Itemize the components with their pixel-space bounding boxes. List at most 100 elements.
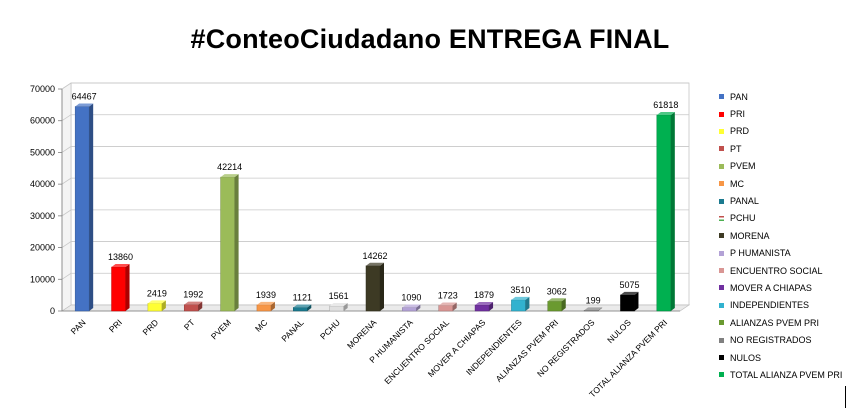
bar-side	[270, 301, 275, 311]
data-label: 3062	[547, 286, 567, 296]
bar	[74, 106, 90, 312]
data-label: 14262	[362, 251, 387, 261]
x-tick-label: PRD	[141, 317, 161, 337]
legend-label: MOVER A CHIAPAS	[730, 282, 812, 293]
data-label: 1992	[183, 290, 203, 300]
legend-item: PVEM	[719, 158, 859, 175]
plot-side-wall	[61, 82, 72, 312]
data-label: 199	[586, 295, 601, 305]
bar-top	[293, 304, 312, 308]
legend-swatch	[719, 250, 724, 256]
bar-side	[234, 174, 239, 311]
x-tick-label: PAN	[69, 317, 88, 336]
bar	[620, 294, 635, 312]
y-tick-label: 10000	[30, 274, 55, 284]
x-tick-label: PT	[182, 317, 197, 332]
legend-label: NULOS	[730, 352, 762, 363]
x-tick-label: PCHU	[318, 317, 342, 341]
bar-side	[380, 262, 384, 311]
legend-item: P HUMANISTA	[719, 245, 859, 262]
bar	[438, 305, 453, 312]
bar-side	[343, 303, 348, 311]
legend-label: PRI	[730, 109, 746, 120]
legend-swatch	[719, 268, 724, 274]
legend-item: TOTAL ALIANZA PVEM PRI	[719, 366, 859, 383]
bar	[147, 303, 163, 312]
chart-title: #ConteoCiudadano ENTREGA FINAL	[190, 24, 670, 54]
bar-top	[366, 262, 384, 266]
data-label: 1939	[256, 290, 276, 300]
bar-side	[670, 111, 675, 311]
bar-top	[584, 307, 603, 311]
legend-swatch	[719, 285, 724, 291]
legend-label: P HUMANISTA	[730, 248, 791, 259]
legend-item: MORENA	[719, 227, 859, 244]
bar	[183, 304, 199, 312]
legend-label: PT	[730, 143, 742, 154]
bar-top	[329, 303, 348, 307]
data-label: 42214	[217, 162, 242, 172]
legend-label: PAN	[730, 91, 748, 102]
data-label: 1561	[329, 291, 349, 301]
data-label: 3510	[510, 285, 530, 295]
data-label: 2419	[147, 288, 167, 298]
bar-top	[256, 301, 275, 305]
x-tick-label: PANAL	[279, 317, 306, 344]
bar-side	[198, 301, 203, 311]
y-tick-label: 20000	[30, 243, 55, 253]
bar	[293, 307, 308, 312]
x-tick-label: MC	[253, 317, 269, 333]
bar-side	[561, 298, 566, 311]
x-tick-label: PRI	[107, 317, 124, 334]
bar-top	[475, 302, 494, 306]
legend-swatch	[719, 355, 724, 361]
bar	[583, 310, 599, 312]
data-label: 5075	[619, 280, 639, 290]
legend-item: PRI	[719, 105, 859, 122]
data-label: 13860	[108, 252, 133, 262]
bar-top	[147, 300, 166, 304]
gridline	[61, 177, 689, 185]
legend-item: MC	[719, 175, 859, 192]
bar-side	[416, 304, 421, 311]
legend-item: PCHU	[719, 210, 859, 227]
legend-label: ALIANZAS PVEM PRI	[730, 317, 820, 328]
text-cursor	[845, 386, 846, 408]
bar	[256, 304, 272, 312]
bar-top	[220, 174, 239, 178]
bar-side	[307, 304, 312, 311]
legend-item: ENCUENTRO SOCIAL	[719, 262, 859, 279]
legend-label: TOTAL ALIANZA PVEM PRI	[730, 369, 843, 380]
x-tick-label: NULOS	[605, 317, 633, 345]
x-tick-label: ENCUENTRO SOCIAL	[382, 317, 451, 386]
legend-swatch	[719, 198, 724, 204]
legend-swatch	[719, 128, 724, 134]
bar	[402, 307, 417, 312]
data-label: 1723	[438, 291, 458, 301]
bar-side	[489, 302, 494, 311]
legend-label: INDEPENDIENTES	[730, 300, 810, 311]
gridline	[61, 146, 689, 153]
y-tick-label: 30000	[30, 211, 55, 221]
y-tick-label: 40000	[30, 179, 55, 189]
gridline	[61, 241, 689, 248]
bar	[220, 176, 235, 312]
bar-top	[402, 304, 421, 308]
data-label: 64467	[72, 92, 97, 102]
y-tick-label: 50000	[30, 147, 55, 157]
legend-swatch	[719, 163, 724, 169]
bar-side	[125, 264, 130, 311]
legend-label: NO REGISTRADOS	[730, 335, 812, 346]
legend-label: PANAL	[730, 196, 759, 207]
legend-item: NO REGISTRADOS	[719, 331, 859, 348]
data-label: 1879	[474, 290, 494, 300]
x-tick-label: ALIANZAS PVEM PRI	[494, 317, 561, 384]
gridline	[61, 114, 689, 122]
bar-side	[161, 300, 166, 311]
bar-side	[525, 296, 530, 311]
bar-side	[89, 103, 94, 311]
legend-swatch	[719, 111, 724, 117]
legend-label: PVEM	[730, 161, 756, 172]
legend-swatch	[719, 320, 724, 326]
legend-swatch	[719, 146, 724, 152]
